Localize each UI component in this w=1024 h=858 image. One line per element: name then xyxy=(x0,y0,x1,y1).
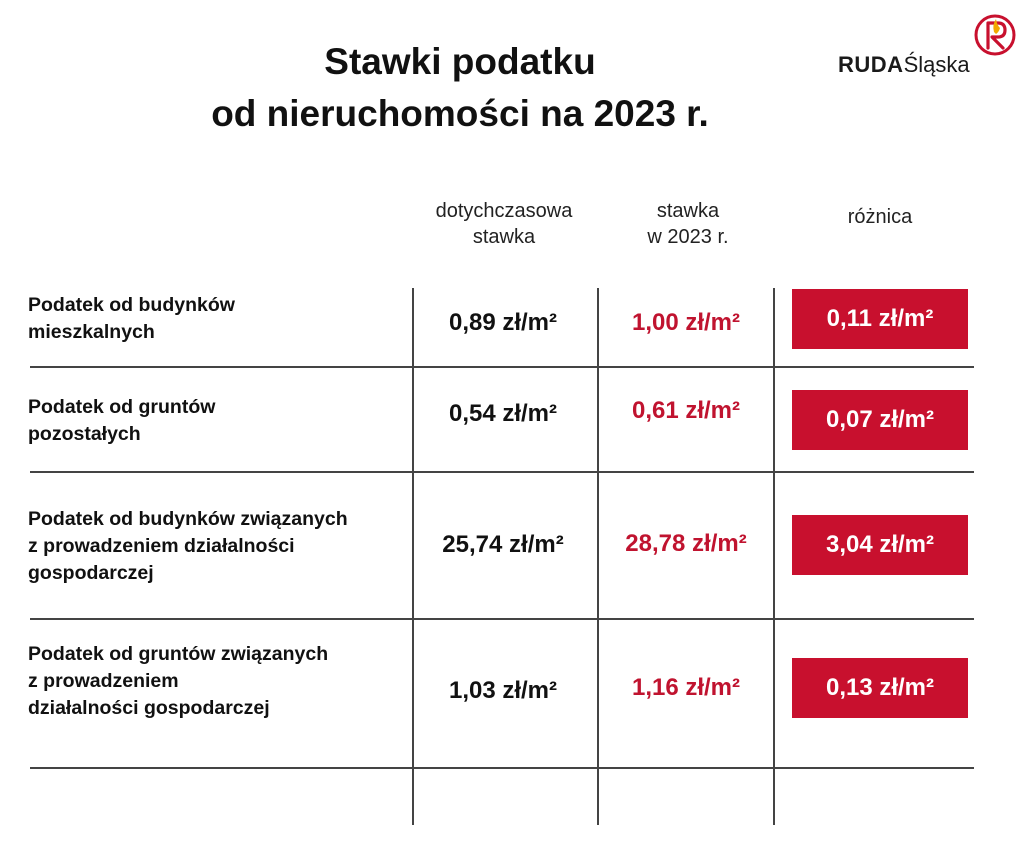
table-divider-vertical-3 xyxy=(773,288,775,825)
new-rate-other-land: 0,61 zł/m² xyxy=(631,397,741,424)
header-new-rate-line-1: stawka xyxy=(656,200,720,222)
header-difference: różnica xyxy=(790,204,970,230)
header-new-rate: stawka w 2023 r. xyxy=(598,198,778,250)
difference-value: 0,07 zł/m² xyxy=(825,406,935,433)
row-label-residential-buildings: Podatek od budynków mieszkalnych xyxy=(28,292,235,346)
difference-badge-business-land: 0,13 zł/m² xyxy=(792,658,968,718)
row-label-business-land: Podatek od gruntów związanych z prowadze… xyxy=(28,641,328,722)
table-divider-vertical-1 xyxy=(412,288,414,825)
header-old-rate: dotychczasowa stawka xyxy=(412,198,596,250)
logo-wordmark-bold: RUDA xyxy=(838,52,904,77)
new-rate-business-buildings: 28,78 zł/m² xyxy=(625,530,747,557)
table-divider-horizontal-3 xyxy=(30,618,974,620)
ruda-slaska-logo: RUDAŚląska xyxy=(834,6,1024,86)
header-difference-label: różnica xyxy=(847,206,913,228)
difference-value: 0,11 zł/m² xyxy=(826,305,934,332)
row-label-business-buildings: Podatek od budynków związanych z prowadz… xyxy=(28,506,348,587)
page-title: Stawki podatku od nieruchomości na 2023 … xyxy=(180,36,740,140)
logo-wordmark-light: Śląska xyxy=(903,52,970,77)
old-rate-business-land: 1,03 zł/m² xyxy=(448,677,558,704)
row-label-line: mieszkalnych xyxy=(28,321,155,343)
header-new-rate-line-2: w 2023 r. xyxy=(647,226,729,248)
difference-badge-other-land: 0,07 zł/m² xyxy=(792,390,968,450)
row-label-line: pozostałych xyxy=(28,423,141,445)
row-label-line: działalności gospodarczej xyxy=(28,697,270,719)
difference-badge-residential-buildings: 0,11 zł/m² xyxy=(792,289,968,349)
row-label-line: z prowadzeniem działalności xyxy=(28,535,295,557)
row-label-line: Podatek od budynków xyxy=(28,294,235,316)
header-old-rate-line-1: dotychczasowa xyxy=(435,200,573,222)
row-label-line: gospodarczej xyxy=(28,562,154,584)
header-old-rate-line-2: stawka xyxy=(472,226,536,248)
logo-wordmark: RUDAŚląska xyxy=(838,52,970,78)
row-label-line: z prowadzeniem xyxy=(28,670,179,692)
row-label-line: Podatek od gruntów xyxy=(28,396,216,418)
difference-value: 3,04 zł/m² xyxy=(825,531,935,558)
new-rate-business-land: 1,16 zł/m² xyxy=(631,674,741,701)
old-rate-business-buildings: 25,74 zł/m² xyxy=(442,531,564,558)
row-label-line: Podatek od gruntów związanych xyxy=(28,643,329,665)
difference-badge-business-buildings: 3,04 zł/m² xyxy=(792,515,968,575)
old-rate-other-land: 0,54 zł/m² xyxy=(448,400,558,427)
table-divider-vertical-2 xyxy=(597,288,599,825)
page-title-line-1: Stawki podatku xyxy=(324,41,596,82)
page-title-line-2: od nieruchomości na 2023 r. xyxy=(211,93,709,134)
row-label-line: Podatek od budynków związanych xyxy=(28,508,348,530)
ruda-slaska-emblem-icon xyxy=(974,14,1016,56)
table-divider-horizontal-1 xyxy=(30,366,974,368)
table-divider-horizontal-4 xyxy=(30,767,974,769)
table-divider-horizontal-2 xyxy=(30,471,974,473)
old-rate-residential-buildings: 0,89 zł/m² xyxy=(448,309,558,336)
new-rate-residential-buildings: 1,00 zł/m² xyxy=(631,309,741,336)
row-label-other-land: Podatek od gruntów pozostałych xyxy=(28,394,215,448)
difference-value: 0,13 zł/m² xyxy=(825,674,935,701)
